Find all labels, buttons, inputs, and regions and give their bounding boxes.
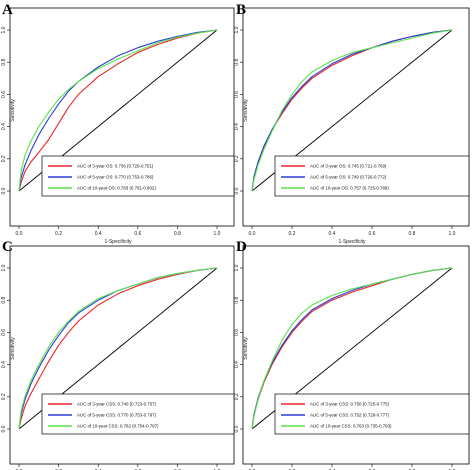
x-tick-label: 0.0 xyxy=(249,231,256,237)
roc-curve-3 xyxy=(18,29,218,192)
panel-c: C0.00.20.40.60.81.00.00.20.40.60.81.01-S… xyxy=(1,239,235,470)
plot-frame xyxy=(9,7,235,227)
roc-curve-3 xyxy=(251,29,453,192)
y-tick-label: 0.8 xyxy=(234,297,240,304)
y-axis-label: Sensitivity xyxy=(243,337,249,360)
x-tick-label: 1.0 xyxy=(214,231,221,237)
panel-a: A 0.0 0.2 0.4 0.6 0.8 1.0 0.0 0.2 0.4 0.6 0.8 1.0 1-S… xyxy=(1,2,235,245)
x-axis-label: 1-Specificity xyxy=(105,239,132,245)
y-tick-label: 0.2 xyxy=(234,155,240,162)
y-tick-label: 0.2 xyxy=(234,393,240,400)
y-tick-label: 0.2 xyxy=(1,393,7,400)
x-tick-label: 1.0 xyxy=(449,231,456,237)
x-tick-label: 0.6 xyxy=(134,231,141,237)
legend: AUC of 3-year CSS: 0.750 (0.725-0.775) AU… xyxy=(274,393,470,435)
roc-curve-3 xyxy=(251,267,453,430)
roc-curve-2 xyxy=(18,29,218,192)
panel-letter: A xyxy=(2,2,13,18)
legend-box xyxy=(41,393,235,435)
legend-box xyxy=(41,155,235,197)
y-tick-label: 0.0 xyxy=(234,425,240,432)
y-tick-label: 0.0 xyxy=(1,425,7,432)
legend-label: AUC of 3-year CSS: 0.750 (0.725-0.775) xyxy=(310,402,390,407)
legend-label: AUC of 3-year CSS: 0.740 (0.723-0.757) xyxy=(77,402,157,407)
legend-label: AUC of 5-year CSS: 0.770 (0.753-0.787) xyxy=(77,413,157,418)
y-tick-label: 0.8 xyxy=(1,59,7,66)
legend-label: AUC of 3-year OS: 0.745 (0.721-0.769) xyxy=(310,164,387,169)
plot-frame xyxy=(242,245,470,465)
y-tick-label: 0.4 xyxy=(234,361,240,368)
y-tick-label: 0.6 xyxy=(234,329,240,336)
legend-box xyxy=(274,393,470,435)
legend-label: AUC of 5-year CSS: 0.752 (0.728-0.777) xyxy=(310,413,390,418)
x-tick-label: 0.2 xyxy=(289,231,296,237)
legend-box xyxy=(274,155,470,197)
roc-curve-1 xyxy=(18,267,218,430)
roc-curve-3 xyxy=(18,267,218,430)
x-tick-label: 0.8 xyxy=(409,231,416,237)
y-axis-label: Sensitivity xyxy=(10,337,16,360)
y-axis-label: Sensitivity xyxy=(243,99,249,122)
x-tick-label: 0.4 xyxy=(329,231,336,237)
y-tick-label: 0.4 xyxy=(1,361,7,368)
y-axis-label: Sensitivity xyxy=(10,99,16,122)
plot-frame xyxy=(9,245,235,465)
roc-curve-2 xyxy=(251,29,453,192)
legend-label: AUC of 3-year OS: 0.736 (0.720-0.751) xyxy=(77,164,154,169)
x-tick-label: 0.2 xyxy=(55,231,62,237)
y-tick-label: 0.0 xyxy=(234,187,240,194)
legend: AUC of 3-year OS: 0.736 (0.720-0.751) AUC… xyxy=(41,155,235,197)
panel-b: B 0.0 0.2 0.4 0.6 0.8 1.0 0.0 0.2 0.4 0.6 0.8 1.0 1-S… xyxy=(234,2,470,245)
x-tick-label: 0.0 xyxy=(16,231,23,237)
y-tick-label: 1.0 xyxy=(1,26,7,33)
legend: AUC of 3-year OS: 0.745 (0.721-0.769) AUC… xyxy=(274,155,470,197)
y-tick-label: 0.8 xyxy=(234,59,240,66)
x-tick-label: 0.4 xyxy=(95,231,102,237)
y-tick-label: 0.0 xyxy=(1,187,7,194)
y-tick-label: 0.6 xyxy=(234,91,240,98)
legend-label: AUC of 10-year OS: 0.783 (0.761-0.802) xyxy=(77,186,156,191)
roc-curve-1 xyxy=(18,29,218,192)
panel-letter: D xyxy=(236,239,247,255)
legend-label: AUC of 5-year OS: 0.749 (0.726-0.772) xyxy=(310,175,387,180)
y-tick-label: 1.0 xyxy=(234,26,240,33)
y-tick-label: 1.0 xyxy=(234,264,240,271)
y-tick-label: 0.4 xyxy=(234,123,240,130)
y-tick-label: 0.6 xyxy=(1,91,7,98)
y-tick-label: 0.6 xyxy=(1,329,7,336)
y-tick-label: 0.8 xyxy=(1,297,7,304)
x-tick-label: 0.6 xyxy=(369,231,376,237)
plot-frame xyxy=(242,7,470,227)
y-tick-label: 0.2 xyxy=(1,155,7,162)
legend-label: AUC of 5-year OS: 0.770 (0.753-0.786) xyxy=(77,175,154,180)
x-axis-label: 1-Specificity xyxy=(339,239,366,245)
x-tick-label: 0.8 xyxy=(174,231,181,237)
legend-label: AUC of 10-year OS: 0.757 (0.725-0.789) xyxy=(310,186,389,191)
y-tick-label: 0.4 xyxy=(1,123,7,130)
legend-label: AUC of 10-year CSS: 0.782 (0.754-0.797) xyxy=(77,424,159,429)
panel-letter: C xyxy=(2,239,13,255)
legend-label: AUC of 10-year CSS: 0.763 (0.735-0.793) xyxy=(310,424,392,429)
panel-d: D0.00.20.40.60.81.00.00.20.40.60.81.01-S… xyxy=(234,239,470,470)
y-tick-label: 1.0 xyxy=(1,264,7,271)
legend: AUC of 3-year CSS: 0.740 (0.723-0.757) AU… xyxy=(41,393,235,435)
panel-letter: B xyxy=(236,2,246,18)
